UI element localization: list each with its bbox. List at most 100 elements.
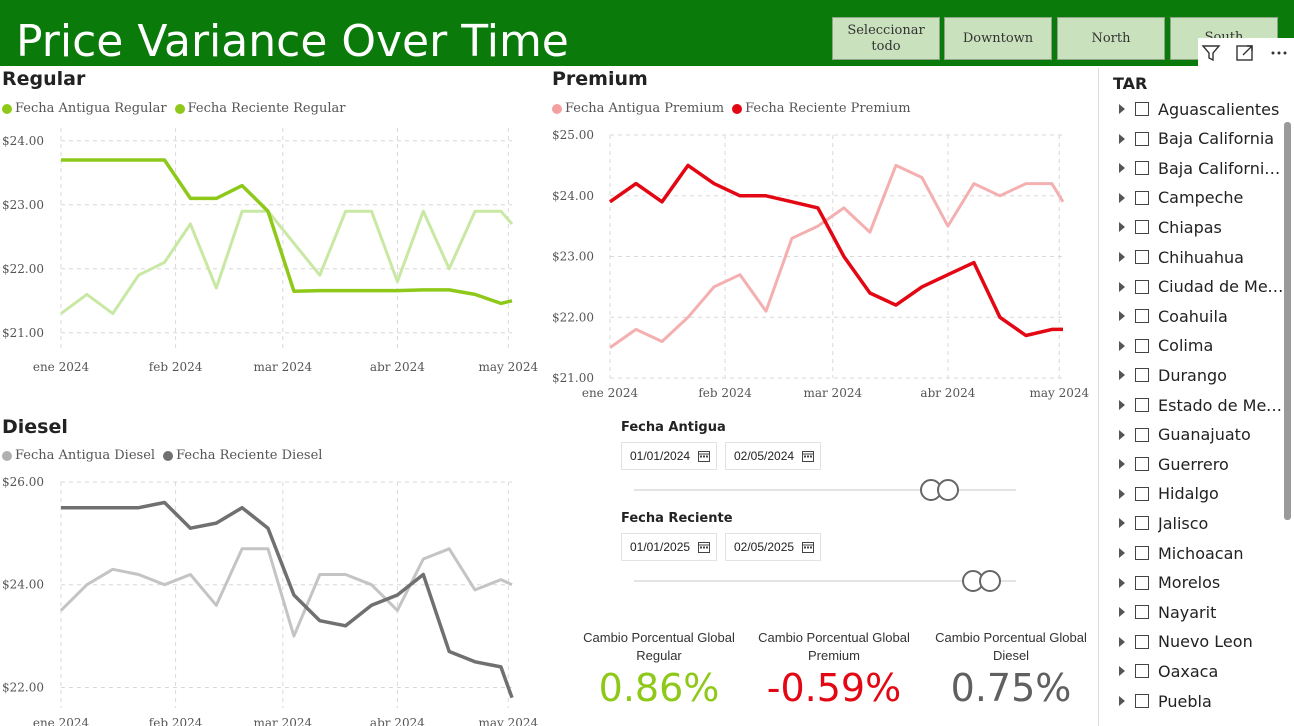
expand-caret-icon[interactable] [1119, 548, 1125, 558]
select-all-button[interactable]: Seleccionar todo [832, 17, 940, 60]
tar-item[interactable]: Colima [1115, 334, 1287, 358]
tar-item[interactable]: Guanajuato [1115, 423, 1287, 447]
calendar-icon[interactable] [802, 450, 814, 462]
checkbox[interactable] [1135, 250, 1149, 264]
calendar-icon[interactable] [802, 541, 814, 553]
checkbox[interactable] [1135, 694, 1149, 708]
checkbox[interactable] [1135, 398, 1149, 412]
tar-item[interactable]: Chihuahua [1115, 245, 1287, 269]
checkbox[interactable] [1135, 575, 1149, 590]
checkbox[interactable] [1135, 338, 1149, 353]
tar-item[interactable]: Coahuila [1115, 304, 1287, 328]
expand-caret-icon[interactable] [1119, 459, 1125, 470]
expand-caret-icon[interactable] [1119, 577, 1125, 588]
expand-caret-icon[interactable] [1119, 370, 1125, 381]
x-tick-label: mar 2024 [253, 360, 312, 374]
checkbox[interactable] [1135, 190, 1149, 205]
expand-caret-icon[interactable] [1119, 311, 1125, 322]
fecha-antigua-start-input[interactable]: 01/01/2024 [621, 442, 717, 470]
fecha-reciente-start-input[interactable]: 01/01/2025 [621, 533, 717, 561]
expand-caret-icon[interactable] [1119, 104, 1125, 114]
visual-header-toolbar [1198, 38, 1294, 68]
tar-item[interactable]: Hidalgo [1115, 482, 1287, 506]
expand-caret-icon[interactable] [1119, 666, 1125, 677]
checkbox[interactable] [1135, 605, 1149, 620]
legend-item[interactable]: Fecha Antigua Premium [552, 101, 724, 116]
checkbox[interactable] [1135, 634, 1149, 649]
checkbox[interactable] [1135, 309, 1149, 324]
fecha-antigua-slider-track[interactable] [634, 489, 1016, 491]
checkbox[interactable] [1135, 486, 1149, 501]
expand-caret-icon[interactable] [1119, 636, 1125, 647]
tar-scrollbar[interactable] [1284, 122, 1291, 520]
checkbox[interactable] [1135, 368, 1149, 383]
tar-item[interactable]: Morelos [1115, 571, 1287, 595]
fecha-antigua-slider-end-handle[interactable] [937, 479, 959, 501]
tar-item-label: Chihuahua [1158, 247, 1244, 267]
tar-item[interactable]: Puebla [1115, 689, 1287, 713]
legend-item[interactable]: Fecha Antigua Diesel [2, 448, 155, 463]
expand-caret-icon[interactable] [1119, 429, 1125, 440]
filter-icon[interactable] [1198, 40, 1224, 66]
tar-item[interactable]: Durango [1115, 363, 1287, 387]
legend-label: Fecha Antigua Regular [15, 101, 167, 116]
y-tick-label: $22.00 [552, 310, 594, 324]
series-line [608, 163, 1063, 338]
expand-caret-icon[interactable] [1119, 281, 1125, 292]
tar-item[interactable]: Chiapas [1115, 215, 1287, 239]
expand-caret-icon[interactable] [1119, 192, 1125, 203]
legend-item[interactable]: Fecha Reciente Diesel [163, 448, 322, 463]
premium-legend: Fecha Antigua Premium Fecha Reciente Pre… [552, 101, 919, 116]
expand-caret-icon[interactable] [1119, 163, 1125, 174]
expand-caret-icon[interactable] [1119, 222, 1125, 233]
expand-caret-icon[interactable] [1119, 133, 1125, 144]
expand-caret-icon[interactable] [1119, 252, 1125, 262]
tar-item[interactable]: Baja California Sur [1115, 156, 1287, 180]
checkbox[interactable] [1135, 220, 1149, 235]
tar-item[interactable]: Guerrero [1115, 452, 1287, 476]
tar-item[interactable]: Campeche [1115, 186, 1287, 210]
tar-item[interactable]: Michoacan [1115, 541, 1287, 565]
calendar-icon[interactable] [698, 541, 710, 553]
checkbox[interactable] [1135, 516, 1149, 531]
tar-item[interactable]: Nuevo Leon [1115, 630, 1287, 654]
tar-item[interactable]: Oaxaca [1115, 659, 1287, 683]
calendar-icon[interactable] [698, 450, 710, 462]
series-line [60, 209, 514, 316]
checkbox[interactable] [1135, 161, 1149, 176]
expand-caret-icon[interactable] [1119, 696, 1125, 706]
expand-caret-icon[interactable] [1119, 488, 1125, 499]
more-options-icon[interactable] [1266, 40, 1292, 66]
checkbox[interactable] [1135, 279, 1149, 294]
region-button-north[interactable]: North [1057, 17, 1165, 60]
expand-caret-icon[interactable] [1119, 400, 1125, 410]
checkbox[interactable] [1135, 427, 1149, 442]
date-value: 02/05/2025 [734, 540, 795, 554]
tar-item[interactable]: Nayarit [1115, 600, 1287, 624]
tar-item[interactable]: Estado de Mexico [1115, 393, 1287, 417]
expand-caret-icon[interactable] [1119, 607, 1125, 618]
kpi-regular-value: 0.86% [598, 666, 720, 710]
regular-chart-title: Regular [2, 68, 86, 90]
checkbox[interactable] [1135, 546, 1149, 560]
tar-item[interactable]: Jalisco [1115, 511, 1287, 535]
legend-item[interactable]: Fecha Reciente Regular [174, 101, 345, 116]
legend-item[interactable]: Fecha Reciente Premium [732, 101, 911, 116]
expand-caret-icon[interactable] [1119, 518, 1125, 529]
expand-caret-icon[interactable] [1119, 340, 1125, 351]
fecha-reciente-slider-end-handle[interactable] [979, 570, 1001, 592]
checkbox[interactable] [1135, 131, 1149, 146]
tar-item[interactable]: Baja California [1115, 127, 1287, 151]
fecha-reciente-end-input[interactable]: 02/05/2025 [725, 533, 821, 561]
fecha-antigua-end-input[interactable]: 02/05/2024 [725, 442, 821, 470]
tar-item[interactable]: Aguascalientes [1115, 97, 1287, 121]
checkbox[interactable] [1135, 457, 1149, 472]
tar-item[interactable]: Ciudad de Mexico [1115, 275, 1287, 299]
legend-label: Fecha Reciente Diesel [176, 448, 323, 463]
focus-mode-icon[interactable] [1232, 40, 1258, 66]
region-button-downtown[interactable]: Downtown [944, 17, 1052, 60]
legend-item[interactable]: Fecha Antigua Regular [2, 101, 167, 116]
checkbox[interactable] [1135, 664, 1149, 679]
checkbox[interactable] [1135, 102, 1149, 116]
fecha-reciente-slider-track[interactable] [634, 580, 1016, 582]
